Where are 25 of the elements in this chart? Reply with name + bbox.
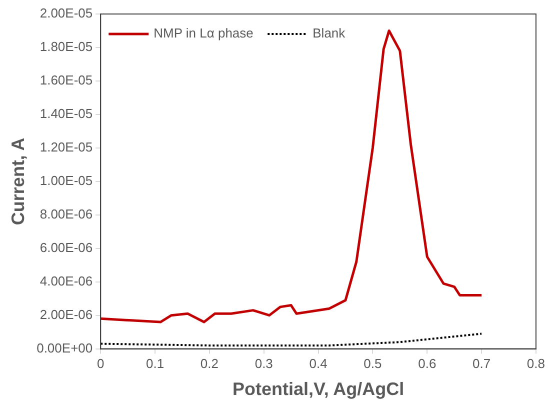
line-series — [100, 332, 483, 346]
x-tick-label: 0.3 — [254, 356, 273, 372]
y-tick-label: 1.60E-05 — [40, 72, 93, 88]
x-axis-title: Potential,V, Ag/AgCl — [232, 379, 404, 400]
y-tick-label: 1.20E-05 — [40, 140, 93, 154]
y-tick-label: 1.00E-05 — [40, 172, 93, 188]
x-tick-label: 0.6 — [418, 356, 436, 372]
x-tick-label: 0.8 — [526, 356, 546, 372]
y-tick-label: 0.00E+00 — [36, 340, 93, 356]
legend-label: Blank — [312, 26, 346, 41]
legend-label: NMP in Lα phase — [154, 26, 254, 41]
x-tick-label: 0.5 — [364, 356, 382, 372]
y-tick-label: 2.00E-06 — [40, 306, 93, 322]
y-tick-label: 1.80E-05 — [40, 39, 93, 54]
y-tick-label: 2.00E-05 — [40, 6, 93, 21]
y-tick-label: 6.00E-06 — [40, 240, 93, 255]
y-tick-label: 8.00E-06 — [40, 206, 93, 222]
x-tick-label: 0.2 — [200, 356, 218, 372]
x-tick-label: 0.4 — [309, 356, 328, 372]
y-tick-label: 4.00E-06 — [40, 273, 93, 288]
x-tick-label: 0.1 — [146, 356, 164, 372]
x-tick-label: 0.7 — [472, 356, 491, 372]
x-tick-label: 0 — [97, 356, 104, 372]
y-tick-label: 1.40E-05 — [40, 106, 93, 122]
y-axis-title: Current, A — [8, 138, 28, 226]
